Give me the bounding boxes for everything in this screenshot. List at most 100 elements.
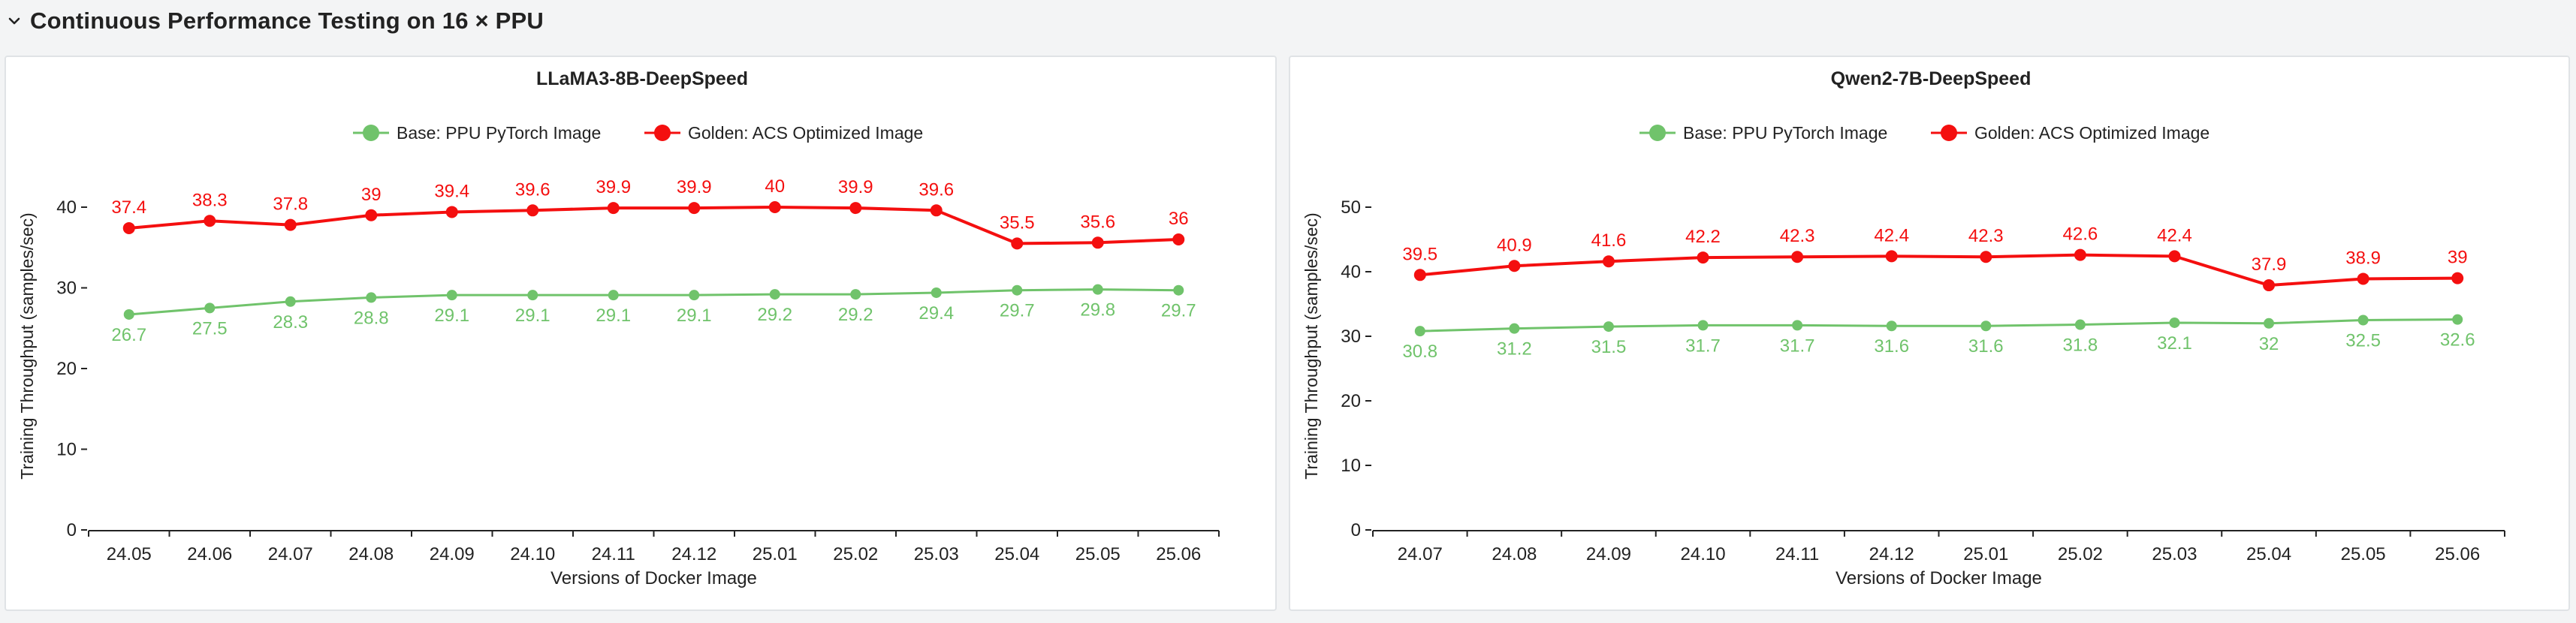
data-point <box>1509 323 1520 334</box>
data-label: 37.8 <box>273 194 308 215</box>
data-label: 39.5 <box>1402 244 1437 264</box>
legend-marker <box>1941 125 1957 141</box>
data-label: 29.1 <box>677 305 712 326</box>
y-axis-label: Training Throughput (samples/sec) <box>17 212 37 479</box>
data-point <box>2074 319 2086 330</box>
data-point <box>1413 269 1426 281</box>
section-header[interactable]: Continuous Performance Testing on 16 × P… <box>0 0 544 42</box>
data-point <box>689 290 700 301</box>
chevron-down-icon[interactable] <box>6 13 23 29</box>
data-point <box>1172 233 1185 245</box>
data-point <box>930 204 943 217</box>
x-tick-label: 25.03 <box>2152 544 2197 564</box>
data-point <box>608 290 619 301</box>
data-label: 35.6 <box>1080 212 1115 232</box>
data-point <box>445 206 458 218</box>
data-point <box>688 202 701 215</box>
legend-marker <box>363 125 379 141</box>
x-tick-label: 25.05 <box>1075 544 1121 564</box>
data-point <box>1012 284 1023 296</box>
y-tick-label: 10 <box>56 440 77 460</box>
data-label: 31.8 <box>2063 336 2098 356</box>
data-label: 42.4 <box>2157 225 2192 245</box>
data-point <box>285 296 296 307</box>
data-point <box>527 290 538 301</box>
data-point <box>2452 314 2463 325</box>
data-point <box>122 221 135 234</box>
x-tick-label: 24.08 <box>348 544 394 564</box>
data-point <box>2168 250 2181 263</box>
x-tick-label: 25.03 <box>914 544 959 564</box>
data-label: 31.6 <box>1874 336 1909 357</box>
chart-panel-llama3: LLaMA3-8B-DeepSpeed Base: PPU PyTorch Ima… <box>5 56 1277 611</box>
series-line <box>1419 253 2458 287</box>
data-point <box>2264 318 2275 329</box>
data-label: 39.6 <box>918 179 954 200</box>
y-tick-label: 30 <box>1341 327 1361 347</box>
x-tick-label: 25.02 <box>833 544 878 564</box>
data-point <box>607 202 620 215</box>
legend-item: Golden: ACS Optimized Image <box>644 123 923 143</box>
x-tick-label: 25.01 <box>1963 544 2008 564</box>
y-tick-label: 50 <box>1341 197 1361 218</box>
data-point <box>123 308 134 320</box>
legend-label: Base: PPU PyTorch Image <box>1683 123 1887 143</box>
data-label: 40 <box>765 176 785 197</box>
legend-label: Base: PPU PyTorch Image <box>397 123 601 143</box>
data-point <box>769 289 780 300</box>
data-label: 42.4 <box>1874 225 1909 245</box>
data-label: 41.6 <box>1591 230 1627 251</box>
data-label: 32.6 <box>2440 330 2475 351</box>
section-title: Continuous Performance Testing on 16 × P… <box>30 8 544 34</box>
data-point <box>1885 250 1898 263</box>
data-point <box>2357 315 2369 326</box>
x-tick-label: 24.07 <box>1398 544 1443 564</box>
data-point <box>1092 284 1103 295</box>
data-point <box>931 287 942 298</box>
y-tick-label: 40 <box>1341 262 1361 282</box>
data-point <box>1602 255 1615 268</box>
data-label: 39.4 <box>434 181 469 201</box>
data-label: 32.5 <box>2345 331 2381 351</box>
data-point <box>1791 251 1804 263</box>
data-label: 39.9 <box>677 177 712 197</box>
data-point <box>850 289 861 300</box>
data-label: 32.1 <box>2157 333 2192 354</box>
data-point <box>1091 236 1104 249</box>
x-axis-label: Versions of Docker Image <box>550 568 757 588</box>
data-label: 39 <box>2448 248 2468 268</box>
line-chart-llama3: LLaMA3-8B-DeepSpeed Base: PPU PyTorch Ima… <box>17 68 1220 588</box>
y-tick-label: 30 <box>56 278 77 299</box>
data-label: 29.2 <box>757 305 792 325</box>
data-label: 35.5 <box>1000 212 1035 233</box>
y-axis-label: Training Throughput (samples/sec) <box>1302 212 1321 479</box>
data-label: 39.9 <box>596 177 631 197</box>
data-point <box>1697 251 1709 264</box>
data-label: 31.7 <box>1780 336 1815 356</box>
y-tick-label: 0 <box>67 520 77 540</box>
x-tick-label: 24.09 <box>430 544 475 564</box>
data-label: 29.2 <box>838 305 873 325</box>
x-tick-label: 24.12 <box>1869 544 1914 564</box>
data-point <box>446 290 457 301</box>
data-label: 32 <box>2259 334 2279 354</box>
x-tick-label: 24.07 <box>268 544 313 564</box>
line-chart-qwen2: Qwen2-7B-DeepSpeed Base: PPU PyTorch Imag… <box>1302 68 2505 588</box>
y-tick-label: 10 <box>1341 456 1361 476</box>
data-label: 31.6 <box>1968 336 2004 357</box>
x-tick-label: 24.10 <box>1681 544 1726 564</box>
data-point <box>1792 320 1803 331</box>
x-tick-label: 25.02 <box>2058 544 2103 564</box>
y-tick-label: 20 <box>1341 391 1361 411</box>
data-label: 39.6 <box>515 179 550 200</box>
data-point <box>365 209 378 221</box>
legend-marker <box>654 125 671 141</box>
data-point <box>768 201 781 213</box>
data-label: 29.1 <box>515 305 550 326</box>
data-point <box>2169 317 2180 328</box>
x-tick-label: 25.01 <box>753 544 798 564</box>
data-label: 29.7 <box>1000 301 1035 321</box>
legend-label: Golden: ACS Optimized Image <box>1974 123 2210 143</box>
data-label: 36 <box>1169 209 1189 229</box>
data-label: 26.7 <box>111 325 146 345</box>
